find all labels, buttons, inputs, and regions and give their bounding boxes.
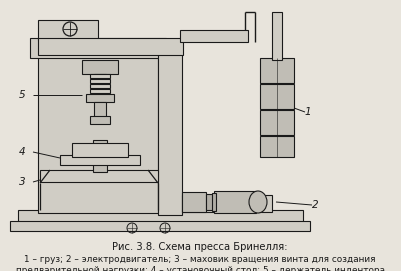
Bar (82, 60, 118, 74)
Bar (214, 191, 256, 213)
Bar (38, 38, 183, 55)
Bar (40, 170, 158, 182)
Bar (38, 20, 98, 40)
Bar (180, 30, 248, 42)
Bar (260, 58, 294, 83)
Bar (94, 74, 106, 96)
Bar (260, 136, 294, 157)
Bar (90, 79, 110, 83)
Bar (90, 84, 110, 88)
Bar (90, 74, 110, 78)
Text: 4: 4 (19, 147, 25, 157)
Bar (60, 155, 140, 165)
Bar (93, 140, 107, 172)
Bar (182, 195, 272, 212)
Bar (94, 102, 106, 118)
Bar (206, 194, 214, 210)
Bar (182, 192, 206, 212)
Text: 2: 2 (312, 200, 318, 210)
Bar (90, 116, 110, 124)
Bar (38, 55, 158, 213)
Bar (260, 84, 294, 109)
Bar (90, 89, 110, 93)
Text: 1: 1 (305, 107, 311, 117)
Bar (72, 143, 128, 157)
Bar (158, 50, 182, 215)
Text: Рис. 3.8. Схема пресса Бринелля:: Рис. 3.8. Схема пресса Бринелля: (112, 242, 288, 252)
Text: 1 – груз; 2 – электродвигатель; 3 – маховик вращения винта для создания: 1 – груз; 2 – электродвигатель; 3 – махо… (24, 255, 376, 264)
Bar (18, 210, 303, 224)
Bar (272, 12, 282, 60)
Text: предварительной нагрузки; 4 – установочный стол; 5 – держатель индентора: предварительной нагрузки; 4 – установочн… (16, 266, 385, 271)
Text: 3: 3 (19, 177, 25, 187)
Bar (10, 221, 310, 231)
Ellipse shape (249, 191, 267, 213)
Bar (30, 38, 166, 58)
Bar (86, 94, 114, 102)
Text: 5: 5 (19, 90, 25, 100)
Bar (260, 110, 294, 135)
Bar (212, 193, 216, 211)
